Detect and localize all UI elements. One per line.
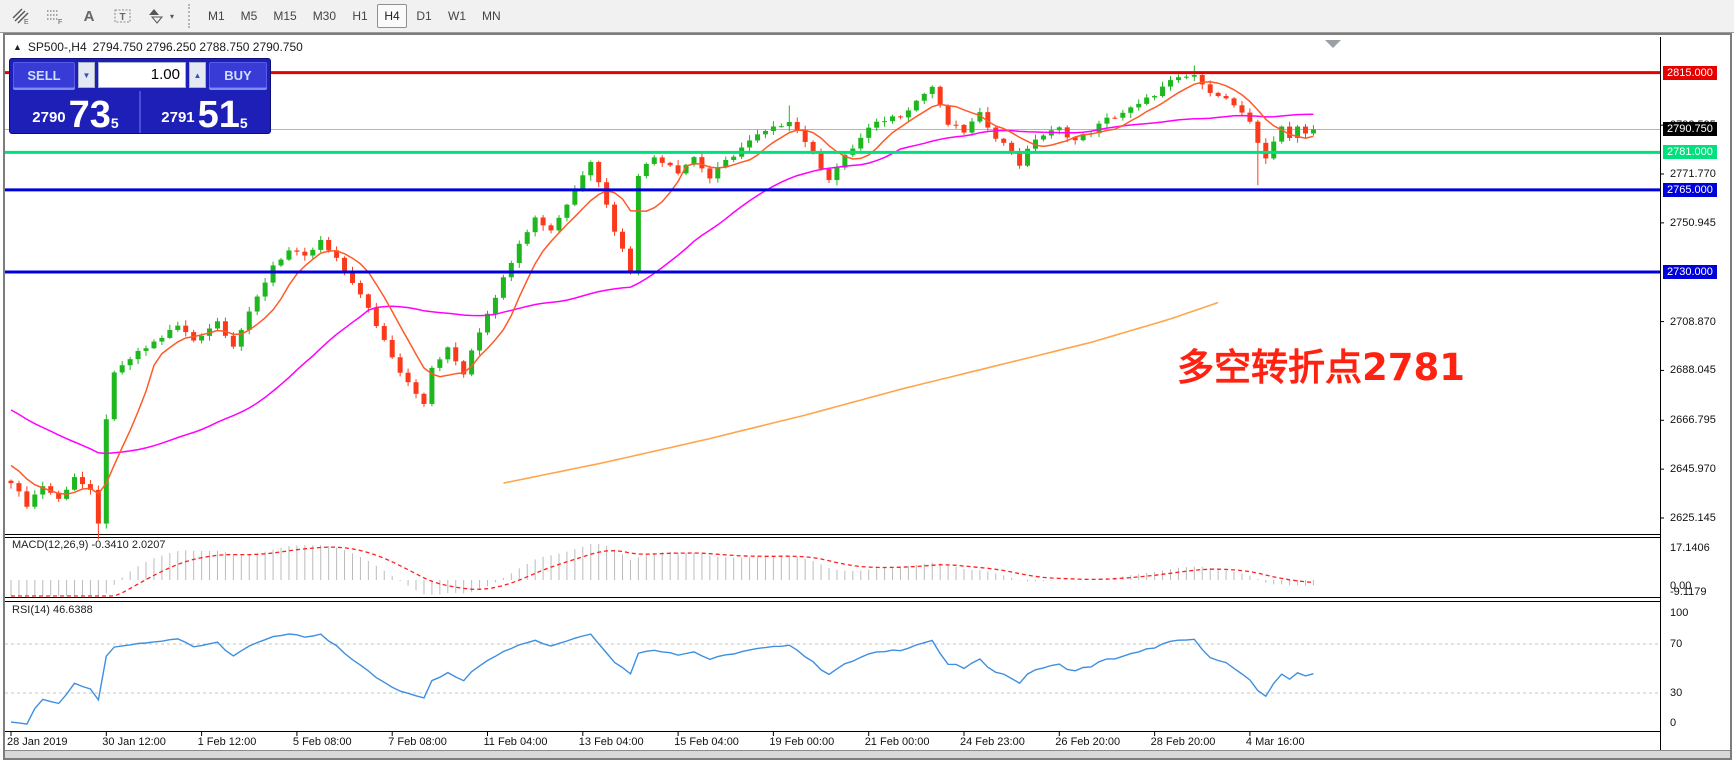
time-label: 21 Feb 00:00 (864, 736, 930, 748)
buy-price-big: 51 (197, 93, 240, 136)
rsi-label: RSI(14) 46.6388 (12, 604, 93, 616)
svg-text:T: T (120, 12, 126, 23)
rsi-axis-label-70: 70 (1670, 638, 1683, 650)
text-label-icon: A (83, 7, 95, 25)
buy-button[interactable]: BUY (209, 62, 267, 88)
sell-button[interactable]: SELL (13, 62, 75, 88)
sell-price-sup: 5 (110, 115, 119, 131)
time-label: 4 Mar 16:00 (1245, 736, 1305, 748)
down-arrow-icon: ▼ (82, 70, 91, 80)
time-label: 19 Feb 00:00 (769, 736, 835, 748)
buy-price-sup: 5 (239, 115, 248, 131)
price-label-2815.000: 2815.000 (1663, 65, 1717, 80)
volume-up-stepper[interactable]: ▲ (189, 62, 206, 88)
volume-down-stepper[interactable]: ▼ (78, 62, 95, 88)
sell-price-big: 73 (68, 93, 111, 136)
arrow-style-icon (148, 7, 168, 25)
svg-text:E: E (24, 19, 29, 25)
price-label-2790.750: 2790.750 (1663, 122, 1717, 137)
time-label: 5 Feb 08:00 (292, 736, 352, 748)
tf-button-H4[interactable]: H4 (377, 4, 408, 28)
price-label-2771.770: 2771.770 (1670, 168, 1716, 180)
rsi-axis-label-30: 30 (1670, 687, 1683, 699)
time-label: 26 Feb 20:00 (1055, 736, 1121, 748)
buy-price-main: 2791 (161, 109, 195, 126)
rsi-axis-label-0: 0 (1670, 717, 1677, 729)
tf-button-H1[interactable]: H1 (352, 9, 368, 23)
time-label: 28 Feb 20:00 (1150, 736, 1216, 748)
time-label: 24 Feb 23:00 (960, 736, 1025, 748)
tf-button-M5[interactable]: M5 (240, 9, 258, 23)
price-label-2730.000: 2730.000 (1663, 264, 1717, 279)
price-label-2666.795: 2666.795 (1670, 414, 1716, 427)
time-label: 1 Feb 12:00 (197, 736, 257, 748)
grid-button[interactable]: F (40, 3, 70, 29)
svg-text:F: F (58, 19, 62, 25)
text-box-icon: T (113, 7, 133, 25)
text-label-button[interactable]: A (74, 3, 104, 29)
macd-axis-label-17.1406: 17.1406 (1670, 542, 1710, 554)
collapse-arrow-icon[interactable]: ▲ (13, 42, 22, 52)
volume-input[interactable]: 1.00 (98, 62, 186, 88)
up-arrow-icon: ▲ (193, 70, 202, 80)
tf-button-M30[interactable]: M30 (312, 9, 337, 23)
price-label-2750.945: 2750.945 (1670, 216, 1716, 229)
bottom-window-strip (5, 750, 1730, 758)
buy-price-display[interactable]: 2791 51 5 (142, 91, 267, 136)
time-label: 28 Jan 2019 (7, 736, 68, 748)
time-label: 11 Feb 04:00 (483, 736, 548, 748)
one-click-trade-panel: SELL ▼ 1.00 ▲ BUY 2790 73 5 2791 (9, 58, 271, 134)
time-label: 30 Jan 12:00 (102, 736, 166, 748)
symbol-timeframe: SP500-,H4 (27, 40, 87, 54)
ohlc-readout: 2794.750 2796.250 2788.750 2790.750 (92, 40, 303, 54)
tf-button-MN[interactable]: MN (482, 9, 501, 23)
price-axis[interactable]: 2792.5952771.7702750.9452708.8702688.045… (1661, 35, 1731, 753)
timeframe-bar: M1 M5 M15 M30 H1 H4 D1 W1 MN (201, 4, 510, 28)
time-label: 15 Feb 04:00 (674, 736, 739, 748)
sell-price-main: 2790 (32, 109, 66, 126)
price-label-2688.045: 2688.045 (1670, 364, 1716, 377)
tf-button-M1[interactable]: M1 (208, 9, 225, 23)
chart-title[interactable]: ▲ SP500-,H4 2794.750 2796.250 2788.750 2… (13, 40, 303, 54)
macd-label: MACD(12,26,9) -0.3410 2.0207 (12, 539, 166, 551)
price-divider (139, 91, 141, 133)
annotation-text[interactable]: 多空转折点2781 (1177, 346, 1465, 389)
sell-price-display[interactable]: 2790 73 5 (13, 91, 138, 136)
tf-button-M15[interactable]: M15 (273, 9, 297, 23)
text-box-button[interactable]: T (108, 3, 138, 29)
time-label: 13 Feb 04:00 (578, 736, 644, 748)
macd-axis-label-0.00: 0.00 (1670, 580, 1692, 592)
chart-draw-icon: E (11, 7, 31, 25)
grid-icon: F (45, 7, 65, 25)
chart-draw-button[interactable]: E (6, 3, 36, 29)
price-label-2625.145: 2625.145 (1670, 511, 1716, 524)
chart-window: ▲ SP500-,H4 2794.750 2796.250 2788.750 2… (3, 33, 1732, 760)
dropdown-caret-icon: ▾ (169, 11, 174, 21)
time-label: 7 Feb 08:00 (388, 736, 447, 748)
chart-canvas[interactable] (5, 35, 1665, 753)
macd-axis-label--9.1179: -9.1179 (1670, 586, 1707, 598)
time-axis[interactable]: 28 Jan 2019 30 Jan 12:00 1 Feb 12:00 5 Feb … (5, 734, 1665, 752)
arrow-style-button[interactable]: ▾ (142, 3, 180, 29)
toolbar: E F A T ▾ M1 M5 M15 M30 H1 H4 (0, 0, 1734, 33)
price-label-2781.000: 2781.000 (1663, 145, 1717, 160)
price-label-2645.970: 2645.970 (1670, 463, 1716, 476)
tf-button-W1[interactable]: W1 (448, 9, 467, 23)
price-label-2765.000: 2765.000 (1663, 182, 1717, 197)
toolbar-separator (188, 4, 195, 28)
price-label-2708.870: 2708.870 (1670, 315, 1716, 328)
tf-button-D1[interactable]: D1 (416, 9, 432, 23)
rsi-axis-label-100: 100 (1670, 607, 1689, 619)
